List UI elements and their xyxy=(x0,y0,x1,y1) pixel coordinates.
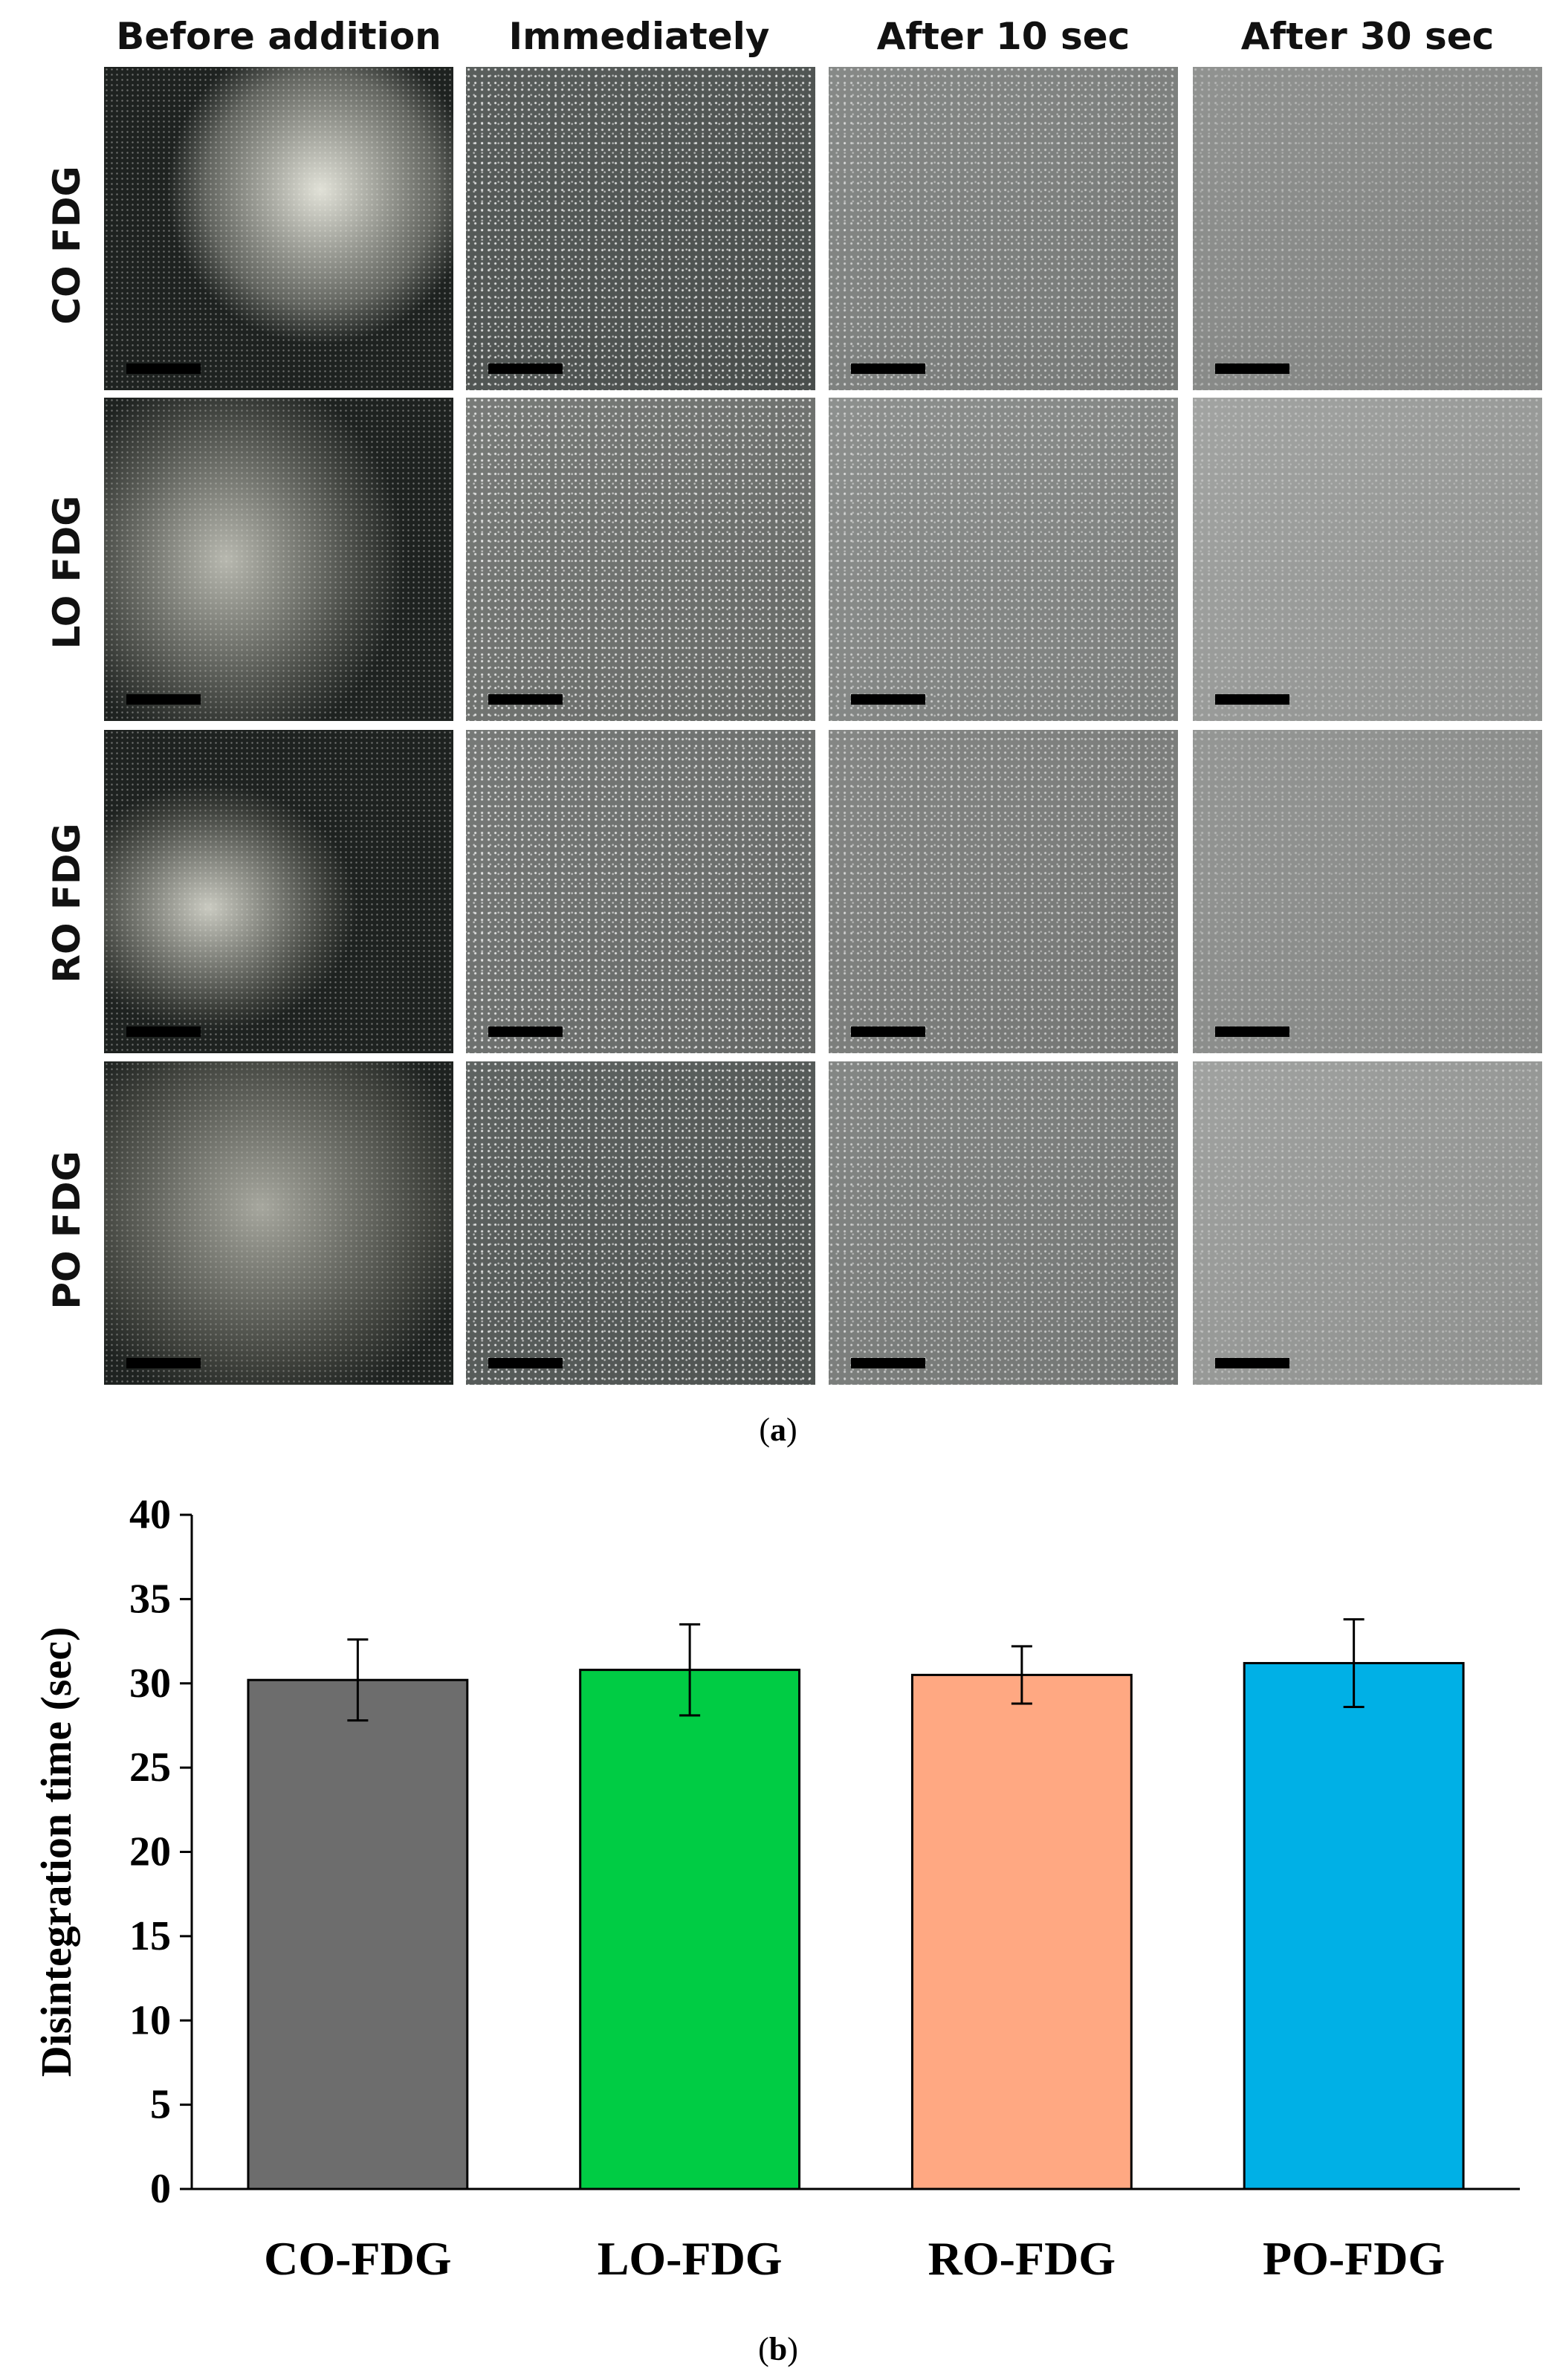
y-tick-label: 5 xyxy=(150,2082,171,2128)
x-tick-label-ro-fdg: RO-FDG xyxy=(928,2232,1116,2285)
x-tick-label-po-fdg: PO-FDG xyxy=(1263,2232,1445,2285)
caption-b-letter: b xyxy=(768,2331,788,2367)
caption-a-close: ) xyxy=(786,1411,797,1448)
scale-bar xyxy=(126,694,201,705)
column-header-after-10-sec: After 10 sec xyxy=(876,15,1130,58)
scale-bar xyxy=(1215,694,1289,705)
scale-bar xyxy=(488,363,563,374)
y-tick-label: 40 xyxy=(129,1492,171,1538)
scale-bar xyxy=(1215,1026,1289,1037)
photo-ro-fdg-before-addition xyxy=(104,730,453,1053)
y-tick-label: 20 xyxy=(129,1829,171,1875)
photo-lo-fdg-immediately xyxy=(466,398,815,721)
error-bars xyxy=(347,1618,1365,1722)
row-label-lo-fdg: LO FDG xyxy=(45,495,88,650)
scale-bar xyxy=(488,1026,563,1037)
bars xyxy=(247,1662,1465,2190)
x-tick-label-co-fdg: CO-FDG xyxy=(264,2232,451,2285)
photo-ro-fdg-after-10-sec xyxy=(829,730,1178,1053)
bar-lo-fdg xyxy=(579,1669,801,2190)
row-label-co-fdg: CO FDG xyxy=(45,166,88,325)
y-tick-label: 35 xyxy=(129,1576,171,1622)
x-tick-label-lo-fdg: LO-FDG xyxy=(598,2232,783,2285)
photo-po-fdg-immediately xyxy=(466,1061,815,1385)
error-bar-co-fdg xyxy=(347,1638,369,1722)
y-tick-label: 30 xyxy=(129,1660,171,1707)
photo-po-fdg-after-30-sec xyxy=(1193,1061,1542,1385)
scale-bar xyxy=(488,1358,563,1368)
y-tick-label: 10 xyxy=(129,1997,171,2043)
scale-bar xyxy=(851,694,925,705)
scale-bar xyxy=(126,1358,201,1368)
caption-a-letter: a xyxy=(770,1411,786,1448)
scale-bar xyxy=(126,1026,201,1037)
scale-bar xyxy=(851,1026,925,1037)
bar-po-fdg xyxy=(1243,1662,1465,2190)
row-label-po-fdg: PO FDG xyxy=(45,1151,88,1310)
y-tick-label: 15 xyxy=(129,1913,171,1959)
photo-co-fdg-immediately xyxy=(466,67,815,390)
y-axis: 0 5 10 15 20 25 30 35 40 xyxy=(129,1492,1520,2212)
bar-chart: 0 5 10 15 20 25 30 35 40 CO-FDG LO-FDG RO-FDG PO-FD… xyxy=(32,1492,1520,2285)
photo-po-fdg-after-10-sec xyxy=(829,1061,1178,1385)
photo-ro-fdg-immediately xyxy=(466,730,815,1053)
column-header-before-addition: Before addition xyxy=(116,15,441,58)
row-label-ro-fdg: RO FDG xyxy=(45,823,88,983)
scale-bar xyxy=(488,694,563,705)
caption-b-close: ) xyxy=(787,2331,798,2367)
scale-bar xyxy=(1215,363,1289,374)
photo-co-fdg-before-addition xyxy=(104,67,453,390)
x-tick-labels: CO-FDG LO-FDG RO-FDG PO-FDG xyxy=(264,2232,1445,2285)
photo-lo-fdg-before-addition xyxy=(104,398,453,721)
y-tick-label: 0 xyxy=(150,2166,171,2212)
column-header-after-30-sec: After 30 sec xyxy=(1240,15,1495,58)
photo-lo-fdg-after-30-sec xyxy=(1193,398,1542,721)
y-axis-title: Disintegration time (sec) xyxy=(32,1627,80,2077)
scale-bar xyxy=(851,1358,925,1368)
error-bar-ro-fdg xyxy=(1011,1645,1032,1705)
photo-co-fdg-after-10-sec xyxy=(829,67,1178,390)
scale-bar xyxy=(126,363,201,374)
error-bar-lo-fdg xyxy=(679,1623,701,1717)
scale-bar xyxy=(851,363,925,374)
caption-b: (b) xyxy=(704,2330,852,2368)
caption-a: (a) xyxy=(704,1411,852,1449)
caption-b-open: ( xyxy=(758,2331,769,2367)
photo-ro-fdg-after-30-sec xyxy=(1193,730,1542,1053)
photo-po-fdg-before-addition xyxy=(104,1061,453,1385)
photo-lo-fdg-after-10-sec xyxy=(829,398,1178,721)
y-tick-label: 25 xyxy=(129,1744,171,1791)
photo-co-fdg-after-30-sec xyxy=(1193,67,1542,390)
caption-a-open: ( xyxy=(759,1411,770,1448)
scale-bar xyxy=(1215,1358,1289,1368)
bar-ro-fdg xyxy=(910,1673,1133,2190)
column-header-immediately: Immediately xyxy=(508,15,770,58)
error-bar-po-fdg xyxy=(1343,1618,1365,1708)
bar-co-fdg xyxy=(247,1678,469,2190)
